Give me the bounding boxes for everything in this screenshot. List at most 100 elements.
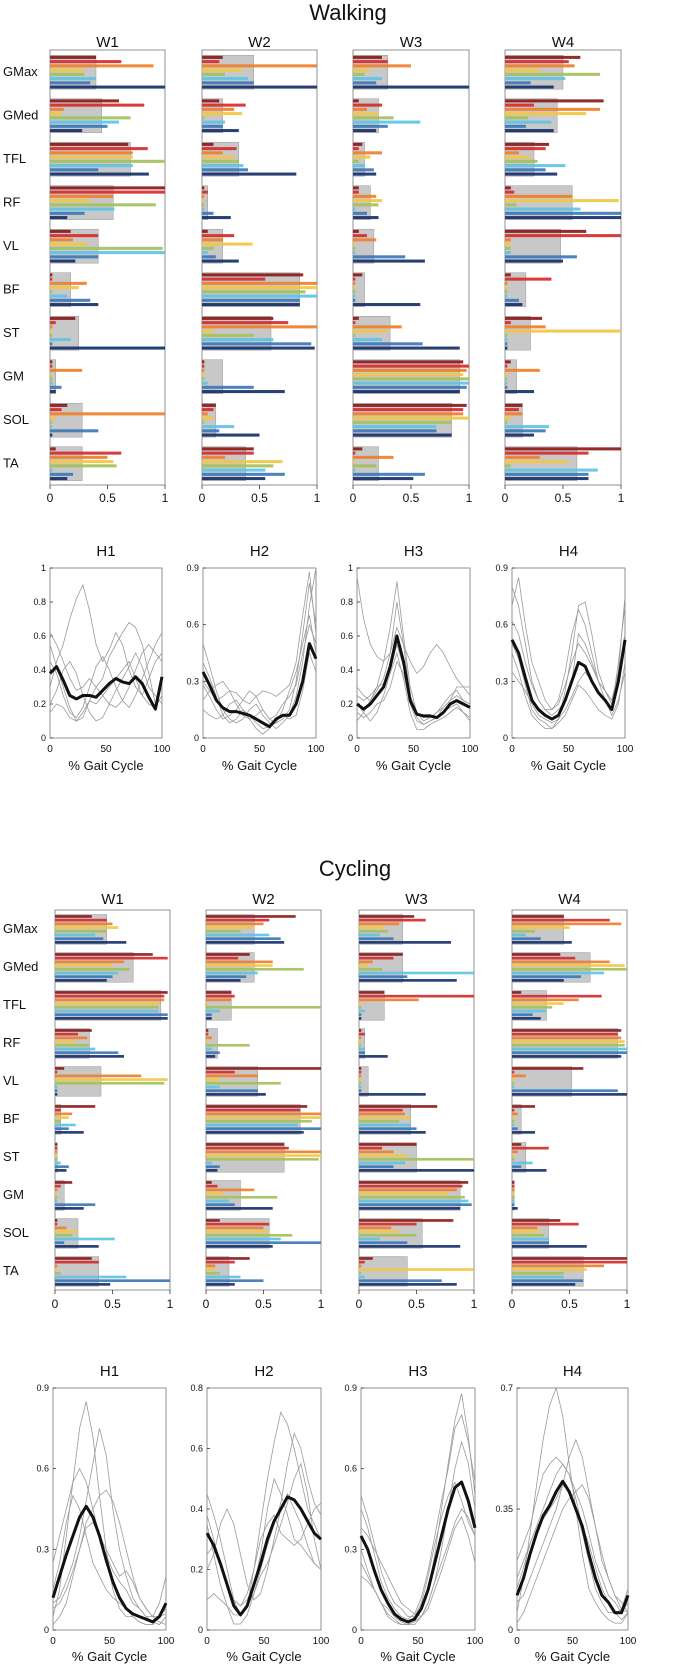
bar [206, 1188, 255, 1192]
bar [512, 1150, 518, 1154]
curve-panel-title: H3 [408, 1363, 427, 1380]
bar [359, 1108, 403, 1112]
bar [206, 1260, 235, 1264]
y-tick-label: 0.8 [33, 597, 46, 607]
bar [50, 368, 83, 372]
x-axis-label: % Gait Cycle [222, 758, 297, 773]
bar [206, 1085, 220, 1089]
bar [512, 994, 602, 998]
y-tick-label: 0.4 [340, 665, 353, 675]
x-tick-label: 1 [471, 1297, 478, 1311]
bar [359, 953, 403, 956]
bar [206, 1157, 319, 1161]
x-tick-label: 50 [567, 1636, 579, 1647]
subject-line [356, 576, 470, 688]
bar [55, 1241, 65, 1245]
y-tick-label: 1 [348, 563, 353, 573]
x-tick-label: 0 [47, 491, 54, 505]
subject-line [356, 660, 471, 725]
bar [202, 207, 205, 211]
bar [206, 1219, 220, 1222]
x-tick-label: 0.5 [555, 491, 572, 505]
bar [50, 72, 85, 76]
x-tick-label: 100 [617, 744, 634, 755]
bar [353, 168, 374, 172]
bar [206, 1222, 270, 1226]
bar [206, 1123, 298, 1127]
mean-line [356, 634, 471, 720]
bar [505, 477, 589, 481]
bar [55, 1089, 58, 1093]
bar [206, 1181, 212, 1184]
bar [206, 1127, 321, 1131]
bar [55, 975, 113, 979]
x-tick-label: 1 [466, 491, 473, 505]
bar [512, 1009, 547, 1013]
bar [202, 238, 223, 242]
x-tick-label: 1 [167, 1297, 174, 1311]
mean-bar [358, 1066, 369, 1097]
y-tick-label: 0.6 [33, 631, 46, 641]
bar [359, 1241, 408, 1245]
bar [512, 1081, 515, 1085]
bar [359, 1233, 417, 1237]
bar [353, 273, 363, 277]
bar [512, 1230, 541, 1233]
bar [50, 303, 99, 307]
bar [50, 234, 99, 238]
bar [512, 1070, 515, 1074]
bar [50, 194, 114, 198]
bar [55, 960, 124, 964]
bar [512, 1146, 549, 1150]
x-tick-label: 0 [52, 1297, 59, 1311]
mean-bar [358, 1028, 365, 1059]
y-tick-label: 0.7 [500, 1383, 513, 1393]
bar [353, 203, 379, 207]
bar [206, 1009, 220, 1013]
bar [353, 451, 356, 455]
bar [202, 211, 214, 215]
bar [512, 956, 576, 960]
bar [359, 1143, 417, 1146]
bar [202, 433, 260, 437]
bar [505, 468, 598, 472]
bar [359, 1184, 463, 1188]
bar [206, 998, 232, 1002]
bar [202, 416, 214, 420]
bar [202, 412, 208, 416]
bar [202, 373, 205, 377]
bar [202, 129, 239, 133]
bar [206, 1116, 321, 1119]
bar [505, 420, 508, 424]
x-tick-label: 50 [104, 1636, 116, 1647]
bar [353, 124, 388, 128]
bar [505, 447, 621, 451]
bar [202, 194, 205, 198]
bar [202, 303, 300, 307]
bar [206, 1279, 264, 1283]
subject-line [49, 660, 163, 722]
bar [206, 1078, 220, 1081]
bar [359, 1260, 365, 1264]
y-tick-label: 0 [41, 733, 46, 743]
bar [202, 408, 214, 412]
bar [353, 55, 382, 59]
subject-line [49, 583, 163, 697]
bar [55, 1165, 69, 1169]
bar [512, 915, 564, 918]
x-tick-label: 50 [254, 744, 266, 755]
bar [359, 1188, 457, 1192]
bar [206, 1268, 216, 1271]
bar [512, 1055, 622, 1058]
bar [505, 368, 540, 372]
bar [50, 103, 145, 107]
y-tick-label: 1 [41, 563, 46, 573]
bar [55, 1017, 168, 1020]
panel-frame [206, 1387, 322, 1631]
bar [505, 290, 508, 294]
y-tick-label: 0.3 [186, 676, 199, 686]
bar [206, 1119, 312, 1123]
bar [359, 1032, 365, 1036]
bar [353, 147, 359, 151]
